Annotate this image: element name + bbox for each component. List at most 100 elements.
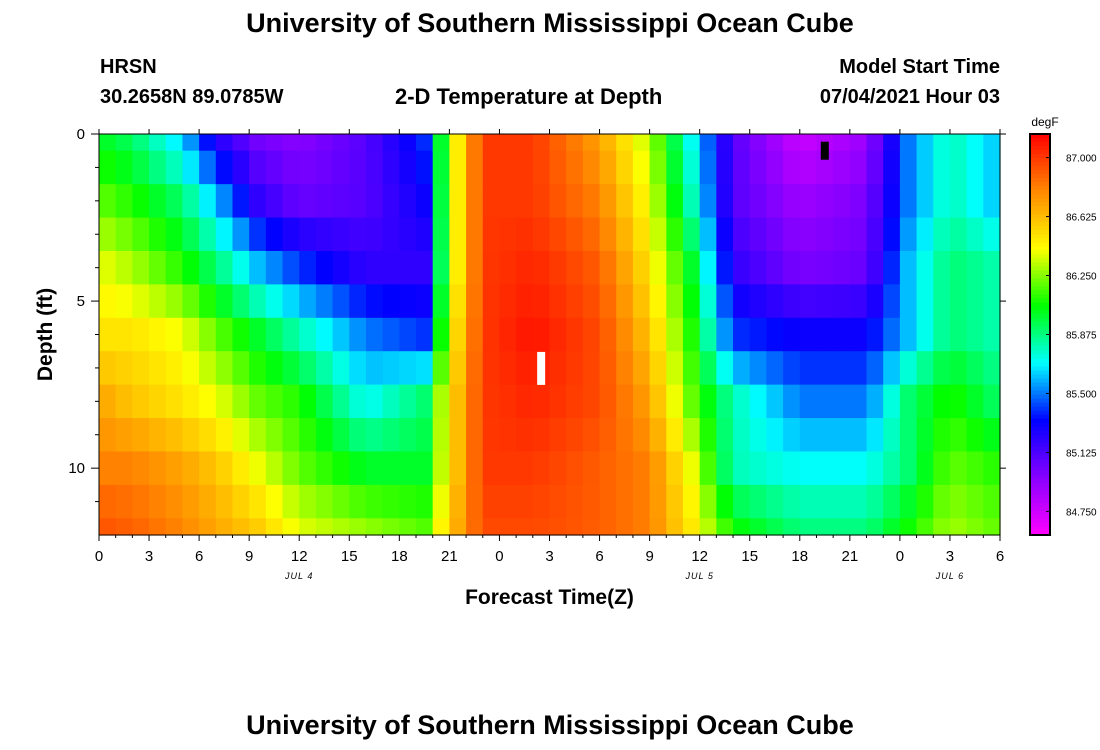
colorbar-segment bbox=[1030, 398, 1050, 404]
heatmap-cell bbox=[632, 250, 651, 285]
heatmap-cell bbox=[883, 384, 901, 419]
heatmap-cell bbox=[99, 384, 117, 419]
heatmap-cell bbox=[966, 484, 984, 519]
colorbar-tick-label: 86.625 bbox=[1066, 213, 1097, 224]
colorbar-segment bbox=[1030, 370, 1050, 376]
heatmap-cell bbox=[165, 150, 184, 185]
heatmap-cell bbox=[682, 518, 701, 536]
heatmap-cell bbox=[532, 250, 551, 285]
heatmap-cell bbox=[399, 217, 417, 252]
heatmap-cell bbox=[482, 384, 501, 419]
colorbar-segment bbox=[1030, 274, 1050, 279]
colorbar-segment bbox=[1030, 442, 1050, 448]
heatmap-cell bbox=[516, 250, 534, 285]
heatmap-cell bbox=[215, 384, 234, 419]
heatmap-cell bbox=[299, 134, 317, 152]
heatmap-cell bbox=[549, 451, 567, 486]
colorbar-segment bbox=[1030, 162, 1050, 167]
heatmap-cell bbox=[833, 451, 851, 486]
heatmap-cell bbox=[416, 184, 434, 219]
heatmap-cell bbox=[199, 217, 217, 252]
heatmap-cell bbox=[349, 484, 367, 519]
heatmap-cell bbox=[549, 284, 567, 319]
heatmap-cell bbox=[866, 317, 884, 352]
heatmap-cell bbox=[949, 217, 968, 252]
heatmap-cell bbox=[833, 418, 851, 453]
heatmap-cell bbox=[983, 384, 1001, 419]
heatmap-cell bbox=[466, 484, 484, 519]
heatmap-cell bbox=[966, 184, 984, 219]
heatmap-cell bbox=[182, 351, 200, 386]
colorbar-segment bbox=[1030, 234, 1050, 239]
heatmap-cell bbox=[716, 484, 734, 519]
heatmap-cell bbox=[916, 284, 934, 319]
heatmap-cell bbox=[332, 317, 350, 352]
colorbar-segment bbox=[1030, 462, 1050, 468]
heatmap-cell bbox=[899, 250, 918, 285]
station-name: HRSN bbox=[100, 56, 157, 78]
heatmap-cell bbox=[132, 184, 150, 219]
heatmap-cell bbox=[716, 284, 734, 319]
heatmap-cell bbox=[716, 351, 734, 386]
heatmap-cell bbox=[399, 134, 417, 152]
heatmap-cell bbox=[582, 150, 601, 185]
heatmap-cell bbox=[165, 250, 184, 285]
heatmap-cell bbox=[115, 134, 133, 152]
heatmap-cell bbox=[816, 418, 834, 453]
heatmap-cell bbox=[365, 418, 384, 453]
colorbar-segment bbox=[1030, 150, 1050, 155]
heatmap-cell bbox=[649, 184, 667, 219]
colorbar-segment bbox=[1030, 202, 1050, 207]
colorbar-segment bbox=[1030, 338, 1050, 344]
heatmap-cell bbox=[599, 217, 617, 252]
heatmap-cell bbox=[115, 317, 133, 352]
heatmap-cell bbox=[199, 351, 217, 386]
heatmap-cell bbox=[332, 384, 350, 419]
heatmap-cell bbox=[299, 418, 317, 453]
heatmap-cell bbox=[766, 217, 784, 252]
x-tick-label: 3 bbox=[145, 548, 153, 565]
heatmap-cell bbox=[582, 351, 601, 386]
heatmap-cell bbox=[332, 284, 350, 319]
colorbar-segment bbox=[1030, 362, 1050, 368]
heatmap-cell bbox=[716, 134, 734, 152]
heatmap-cell bbox=[632, 134, 651, 152]
heatmap-cell bbox=[499, 184, 517, 219]
heatmap-cell bbox=[933, 418, 951, 453]
heatmap-cell bbox=[182, 134, 200, 152]
heatmap-cell bbox=[966, 150, 984, 185]
heatmap-cell bbox=[649, 518, 667, 536]
heatmap-cell bbox=[983, 518, 1001, 536]
heatmap-cell bbox=[799, 184, 818, 219]
heatmap-cell bbox=[149, 184, 167, 219]
heatmap-cell bbox=[649, 451, 667, 486]
heatmap-cell bbox=[199, 250, 217, 285]
heatmap-cell bbox=[332, 134, 350, 152]
heatmap-cell bbox=[115, 184, 133, 219]
heatmap-cell bbox=[482, 134, 501, 152]
heatmap-cell bbox=[165, 518, 184, 536]
heatmap-cell bbox=[699, 518, 717, 536]
heatmap-cell bbox=[132, 217, 150, 252]
heatmap-cell bbox=[416, 418, 434, 453]
heatmap-cell bbox=[866, 451, 884, 486]
heatmap-cell bbox=[232, 484, 250, 519]
heatmap-cell bbox=[315, 284, 334, 319]
colorbar-segment bbox=[1030, 510, 1050, 516]
heatmap-cell bbox=[215, 284, 234, 319]
heatmap-cell bbox=[499, 418, 517, 453]
colorbar-segment bbox=[1030, 434, 1050, 440]
heatmap-cell bbox=[315, 518, 334, 536]
colorbar-segment bbox=[1030, 170, 1050, 175]
heatmap-cell bbox=[299, 250, 317, 285]
heatmap-cell bbox=[215, 217, 234, 252]
heatmap-cell bbox=[733, 150, 751, 185]
heatmap-cell bbox=[616, 284, 634, 319]
heatmap-cell bbox=[866, 150, 884, 185]
heatmap-cell bbox=[282, 150, 300, 185]
heatmap-cell bbox=[866, 184, 884, 219]
heatmap-cell bbox=[783, 317, 801, 352]
colorbar-segment bbox=[1030, 154, 1050, 159]
heatmap-cell bbox=[349, 384, 367, 419]
